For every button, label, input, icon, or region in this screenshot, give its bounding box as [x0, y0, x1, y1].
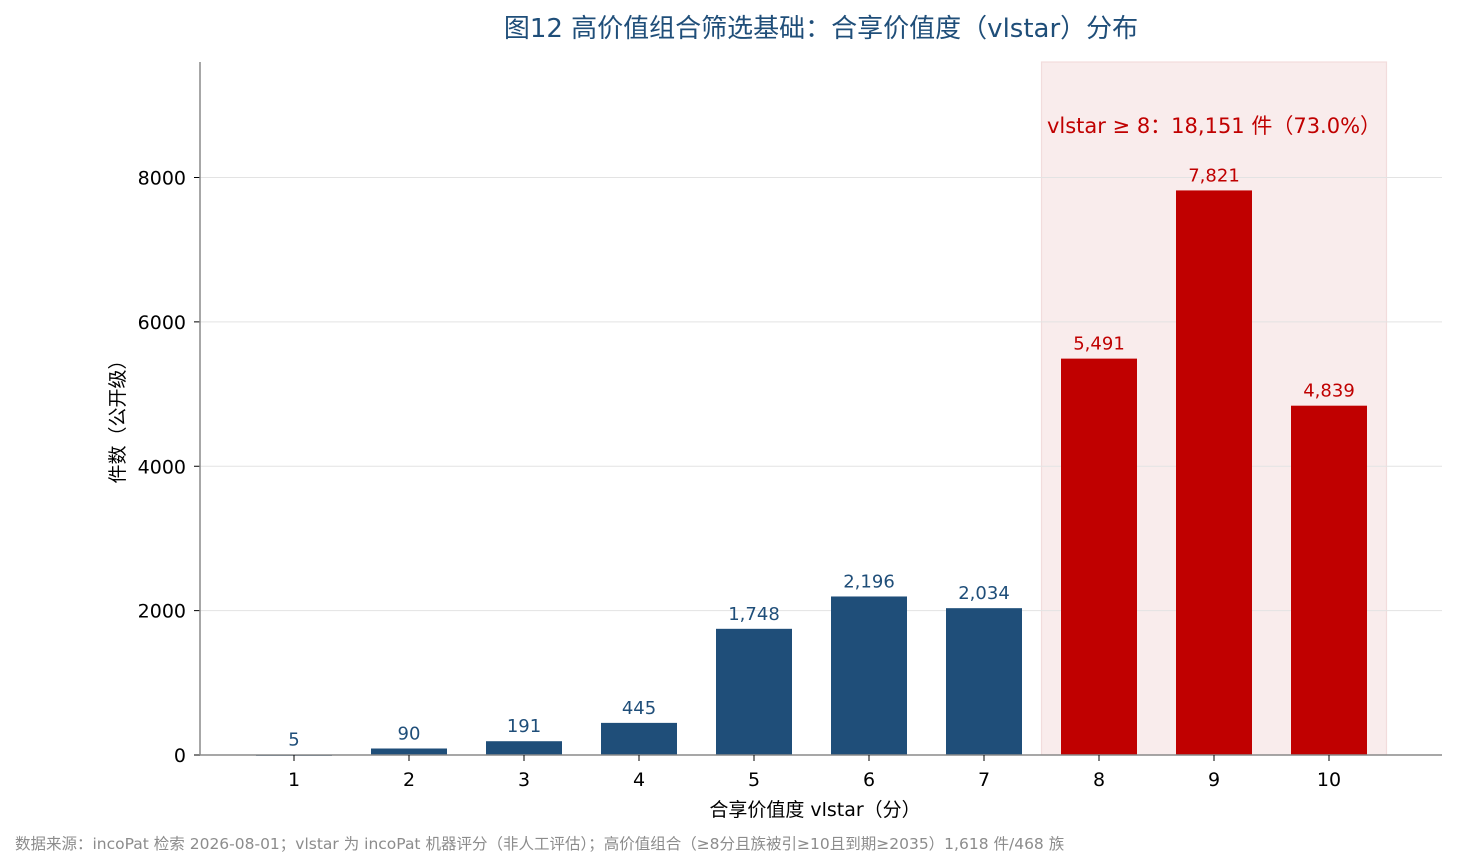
chart-title: 图12 高价值组合筛选基础：合享价值度（vlstar）分布: [504, 14, 1138, 44]
x-tick-label: 3: [518, 769, 530, 791]
bar-3: [486, 741, 562, 755]
y-axis-label: 件数（公开级）: [107, 350, 129, 483]
bar-2: [371, 748, 447, 755]
data-label-10: 4,839: [1303, 381, 1355, 402]
x-tick-label: 1: [288, 769, 300, 791]
bar-4: [601, 722, 677, 755]
x-tick-label: 6: [863, 769, 875, 791]
x-tick-label: 5: [748, 769, 760, 791]
bar-10: [1291, 405, 1367, 755]
bar-9: [1176, 190, 1252, 755]
x-axis-label: 合享价值度 vlstar（分）: [709, 799, 920, 821]
x-tick-label: 4: [633, 769, 645, 791]
data-label-6: 2,196: [843, 571, 895, 592]
x-tick-label: 8: [1093, 769, 1105, 791]
data-label-2: 90: [398, 724, 421, 745]
data-label-5: 1,748: [728, 604, 780, 625]
x-tick-label: 9: [1208, 769, 1220, 791]
data-label-7: 2,034: [958, 583, 1010, 604]
y-tick-label: 0: [174, 745, 186, 767]
data-label-3: 191: [507, 716, 541, 737]
highlight-annotation: vlstar ≥ 8：18,151 件（73.0%）: [1047, 114, 1381, 138]
bar-7: [946, 608, 1022, 755]
bar-5: [716, 628, 792, 755]
data-label-9: 7,821: [1188, 165, 1240, 186]
x-tick-label: 10: [1317, 769, 1341, 791]
y-tick-label: 6000: [138, 312, 186, 334]
bar-8: [1061, 358, 1137, 755]
data-label-1: 5: [288, 730, 299, 751]
y-tick-label: 8000: [138, 168, 186, 190]
x-tick-label: 2: [403, 769, 415, 791]
x-tick-label: 7: [978, 769, 990, 791]
data-label-8: 5,491: [1073, 334, 1125, 355]
y-tick-label: 4000: [138, 456, 186, 478]
data-label-4: 445: [622, 698, 656, 719]
y-tick-label: 2000: [138, 601, 186, 623]
footnote: 数据来源：incoPat 检索 2026-08-01；vlstar 为 inco…: [15, 835, 1064, 853]
bar-6: [831, 596, 907, 755]
